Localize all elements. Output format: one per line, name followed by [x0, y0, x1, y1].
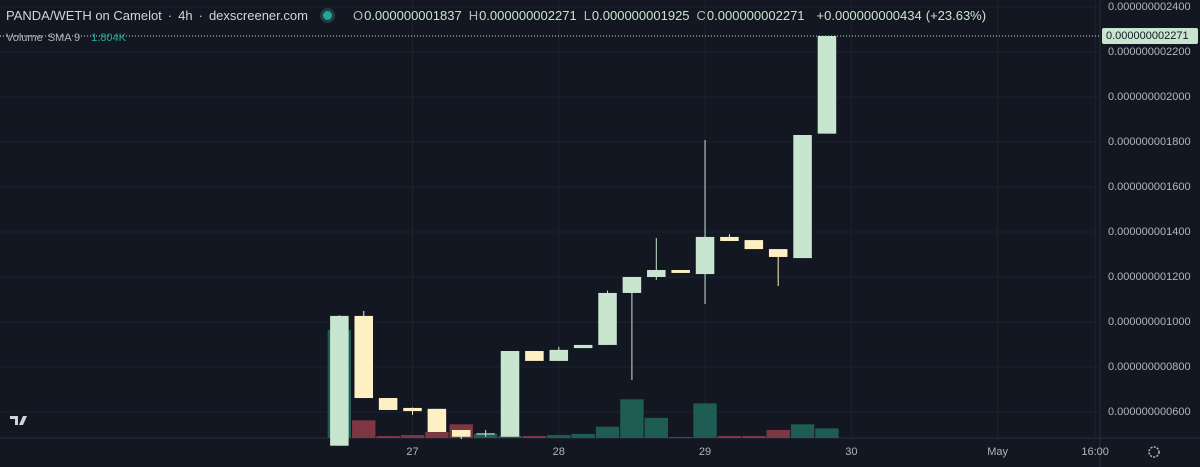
candle-body	[647, 270, 666, 277]
interval[interactable]: 4h	[178, 8, 193, 23]
header: PANDA/WETH on Camelot · 4h · dexscreener…	[6, 8, 992, 23]
x-tick-label: 16:00	[1081, 446, 1109, 458]
volume-bar	[547, 435, 571, 438]
candle-body	[744, 240, 764, 250]
candle-body	[451, 429, 471, 437]
change: +0.000000000434	[816, 8, 922, 23]
sma-value: 1.804K	[91, 32, 126, 44]
y-tick-label: 0.000000001000	[1108, 316, 1191, 328]
candle-body	[427, 408, 447, 433]
y-tick-label: 0.000000000600	[1108, 406, 1191, 418]
candle-body	[500, 351, 520, 437]
candle-body	[378, 398, 398, 410]
candle-body	[598, 292, 617, 345]
volume-title: Volume	[6, 32, 43, 44]
ohlc-legend: O 0.000000001837 H 0.000000002271 L 0.0000000…	[353, 8, 811, 23]
volume-bar	[668, 437, 693, 438]
ohlc-key: L	[583, 8, 591, 23]
volume-bar	[498, 435, 522, 438]
sma-label: SMA 9	[47, 32, 81, 44]
x-tick-label: 27	[406, 446, 418, 458]
last-price-box	[1102, 28, 1198, 45]
volume-bar	[620, 399, 644, 438]
y-tick-label: 0.000000001200	[1108, 271, 1191, 283]
volume-bar	[595, 426, 620, 438]
volume-bar	[815, 428, 839, 438]
y-tick-label: 0.000000002000	[1108, 91, 1191, 103]
x-tick-label: 30	[845, 446, 857, 458]
settings-icon[interactable]	[1148, 446, 1160, 458]
ohlc-value: 0.000000001925	[591, 8, 690, 23]
candle-body	[671, 270, 690, 273]
candle-body	[793, 135, 812, 259]
volume-bar	[790, 424, 815, 438]
candle-body	[817, 36, 837, 134]
candle-body	[768, 249, 788, 257]
logo-bg	[8, 412, 30, 428]
volume-bar	[400, 435, 425, 438]
volume-bar	[571, 433, 595, 438]
volume-legend: Volume SMA 9 1.804K	[6, 32, 126, 44]
candle-body	[354, 315, 374, 399]
source: dexscreener.com	[208, 8, 308, 23]
volume-bar	[522, 435, 547, 438]
candle-body	[476, 433, 495, 435]
tv-logo	[8, 412, 30, 428]
y-tick-label: 0.000000000800	[1108, 361, 1191, 373]
volume-bar	[376, 435, 400, 438]
change-percent: (+23.63%)	[925, 8, 987, 23]
separator: ·	[167, 8, 173, 23]
last-price-label: 0.000000002271	[1106, 30, 1189, 42]
y-tick-label: 0.000000001800	[1108, 136, 1191, 148]
ohlc-value: 0.000000002271	[479, 8, 577, 23]
ohlc-key: C	[696, 8, 706, 23]
status-dot	[319, 8, 335, 23]
candle-body	[695, 236, 715, 275]
candle-body	[622, 276, 642, 293]
candle-body	[330, 315, 349, 446]
candle-body	[720, 236, 739, 241]
volume-bar	[644, 417, 668, 438]
ohlc-key: O	[352, 8, 364, 23]
y-tick-label: 0.000000002200	[1108, 46, 1191, 58]
ohlc-value: 0.000000001837	[364, 8, 462, 23]
separator: ·	[198, 8, 203, 23]
volume-bar	[742, 435, 766, 438]
ohlc-value: 0.000000002271	[706, 8, 805, 23]
volume-bar	[352, 420, 376, 438]
logo-mark	[10, 416, 27, 425]
x-tick-label: 28	[553, 446, 565, 458]
y-tick-label: 0.000000002400	[1108, 1, 1191, 13]
volume-bar	[717, 435, 742, 438]
candle-body	[403, 407, 422, 412]
y-tick-label: 0.000000001600	[1108, 181, 1191, 193]
candle-body	[573, 344, 593, 349]
volume-bar	[425, 432, 449, 438]
volume-bar	[766, 429, 790, 438]
pair-title: PANDA/WETH on Camelot	[6, 8, 162, 23]
volume-bar	[693, 403, 717, 438]
ohlc-key: H	[468, 8, 479, 23]
candle-body	[525, 351, 544, 361]
x-tick-label: 29	[699, 446, 711, 458]
x-tick-label: May	[987, 446, 1008, 458]
y-tick-label: 0.000000001400	[1108, 226, 1191, 238]
candle-body	[549, 349, 569, 361]
